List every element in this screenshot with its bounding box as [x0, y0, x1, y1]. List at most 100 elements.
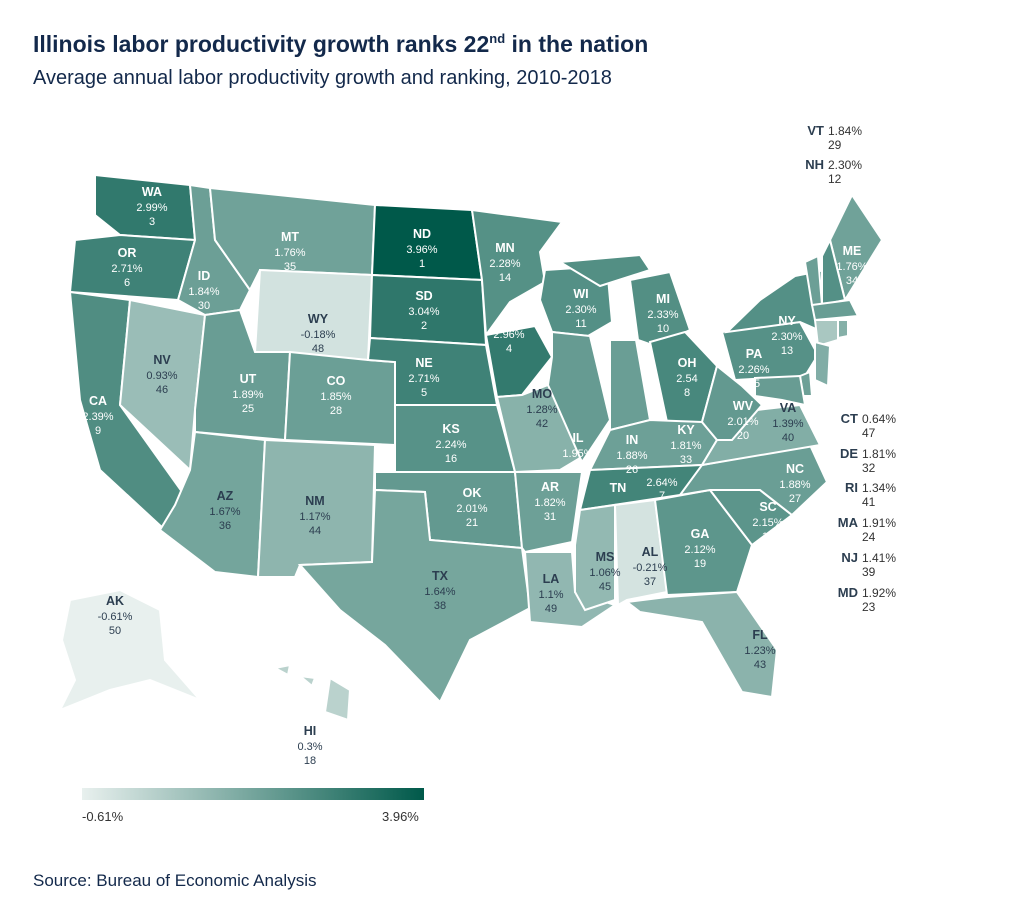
state-label-rank: 11: [575, 318, 586, 330]
small-state-label: MD 1.92% 23: [824, 585, 896, 615]
state-label-rank: 10: [657, 323, 669, 335]
state-label-rank: 17: [762, 531, 774, 543]
title-superscript: nd: [489, 31, 506, 46]
scale-min-label: -0.61%: [82, 809, 124, 824]
state-label-id: AZ: [217, 489, 234, 503]
state-fl: [624, 590, 779, 699]
state-label-growth: 2.24%: [435, 439, 466, 451]
state-abbr: VT: [807, 123, 824, 138]
state-label-id: WY: [308, 312, 329, 326]
state-label-id: NC: [786, 462, 804, 476]
state-label-growth: 1.85%: [320, 391, 351, 403]
state-rank: 24: [862, 530, 876, 544]
state-label-rank: 35: [284, 261, 296, 273]
state-label-rank: 3: [149, 216, 155, 228]
state-label-rank: 8: [684, 387, 690, 399]
state-label-id: OR: [118, 246, 137, 260]
small-state-label: VT 1.84% 29: [790, 123, 862, 153]
color-scale-bar: [82, 788, 424, 800]
small-state-label: DE 1.81% 32: [824, 447, 896, 476]
state-rank: 32: [862, 461, 876, 475]
state-nm: [256, 438, 377, 578]
title-tail: in the nation: [505, 31, 649, 57]
state-label-rank: 6: [124, 277, 130, 289]
state-label-rank: 14: [499, 272, 511, 284]
state-label-rank: 30: [198, 300, 210, 312]
state-label-id: TX: [432, 569, 449, 583]
state-label-id: NM: [305, 494, 324, 508]
state-label-growth: 2.39%: [82, 411, 113, 423]
state-rank: 47: [862, 426, 876, 440]
state-label-growth: -0.18%: [301, 329, 336, 341]
state-label-id: MN: [495, 241, 514, 255]
state-label-growth: 2.71%: [408, 373, 439, 385]
state-label-id: NV: [153, 353, 171, 367]
state-label-growth: 2.54: [676, 373, 697, 385]
state-rank: 41: [862, 495, 876, 509]
state-label-rank: 44: [309, 525, 321, 537]
state-mn: [470, 208, 564, 338]
state-label-growth: 2.15%: [752, 517, 783, 529]
state-label-id: HI: [304, 724, 317, 738]
small-state-label: NJ 1.41% 39: [824, 551, 896, 580]
state-mi: [556, 253, 652, 288]
state-label-rank: 33: [680, 454, 692, 466]
state-label-rank: 20: [737, 430, 749, 442]
state-label-growth: 1.95%: [562, 448, 593, 460]
state-label-growth: 1.76%: [274, 247, 305, 259]
state-nd: [370, 203, 484, 282]
state-label-growth: -0.21%: [633, 562, 668, 574]
state-label-id: SD: [415, 289, 432, 303]
state-label-growth: 1.39%: [772, 418, 803, 430]
state-label-id: AK: [106, 594, 124, 608]
state-ma: [810, 298, 860, 322]
state-label-rank: 28: [330, 405, 342, 417]
state-label-growth: 2.99%: [136, 202, 167, 214]
state-label-growth: 1.88%: [616, 450, 647, 462]
state-label-rank: 1: [419, 258, 425, 270]
state-abbr: NH: [805, 157, 824, 172]
state-label-rank: 26: [626, 464, 638, 476]
state-label-growth: 2.01%: [456, 503, 487, 515]
state-label-id: IN: [626, 433, 639, 447]
state-label-id: ND: [413, 227, 431, 241]
state-label-rank: 18: [304, 755, 316, 767]
state-label-growth: 1.88%: [779, 479, 810, 491]
chart-title: Illinois labor productivity growth ranks…: [33, 30, 648, 58]
state-label-growth: 0.93%: [146, 370, 177, 382]
scale-max-label: 3.96%: [382, 809, 419, 824]
state-abbr: MD: [837, 585, 858, 600]
state-hi: [272, 663, 292, 677]
state-label-rank: 5: [421, 387, 427, 399]
state-label-id: OK: [463, 486, 482, 500]
state-label-id: OH: [678, 356, 697, 370]
state-label-id: WA: [142, 185, 162, 199]
state-label-id: UT: [240, 372, 257, 386]
state-label-growth: 2.26%: [738, 364, 769, 376]
state-md: [754, 374, 807, 407]
state-label-rank: 25: [242, 403, 254, 415]
state-label-growth: 1.84%: [188, 286, 219, 298]
state-label-rank: 42: [536, 418, 548, 430]
state-ak: [57, 588, 201, 712]
state-label-rank: 34: [846, 275, 858, 287]
state-label-growth: 1.89%: [232, 389, 263, 401]
state-abbr: MA: [837, 515, 858, 530]
state-label-id: MI: [656, 292, 670, 306]
state-label-id: TN: [610, 481, 627, 495]
chart-subtitle: Average annual labor productivity growth…: [33, 67, 612, 89]
state-ar: [513, 471, 584, 554]
state-label-growth: 1.06%: [589, 567, 620, 579]
state-label-growth: 1.17%: [299, 511, 330, 523]
state-label-rank: 50: [109, 625, 121, 637]
state-label-rank: 21: [466, 517, 478, 529]
state-label-id: CA: [89, 394, 107, 408]
state-nj: [814, 340, 832, 388]
state-label-id: PA: [746, 347, 762, 361]
state-label-rank: 27: [789, 493, 801, 505]
state-abbr: RI: [845, 480, 858, 495]
state-label-growth: 2.33%: [647, 309, 678, 321]
state-ia: [484, 324, 554, 399]
state-label-growth: 0.3%: [297, 741, 322, 753]
state-label-rank: 4: [506, 343, 512, 355]
